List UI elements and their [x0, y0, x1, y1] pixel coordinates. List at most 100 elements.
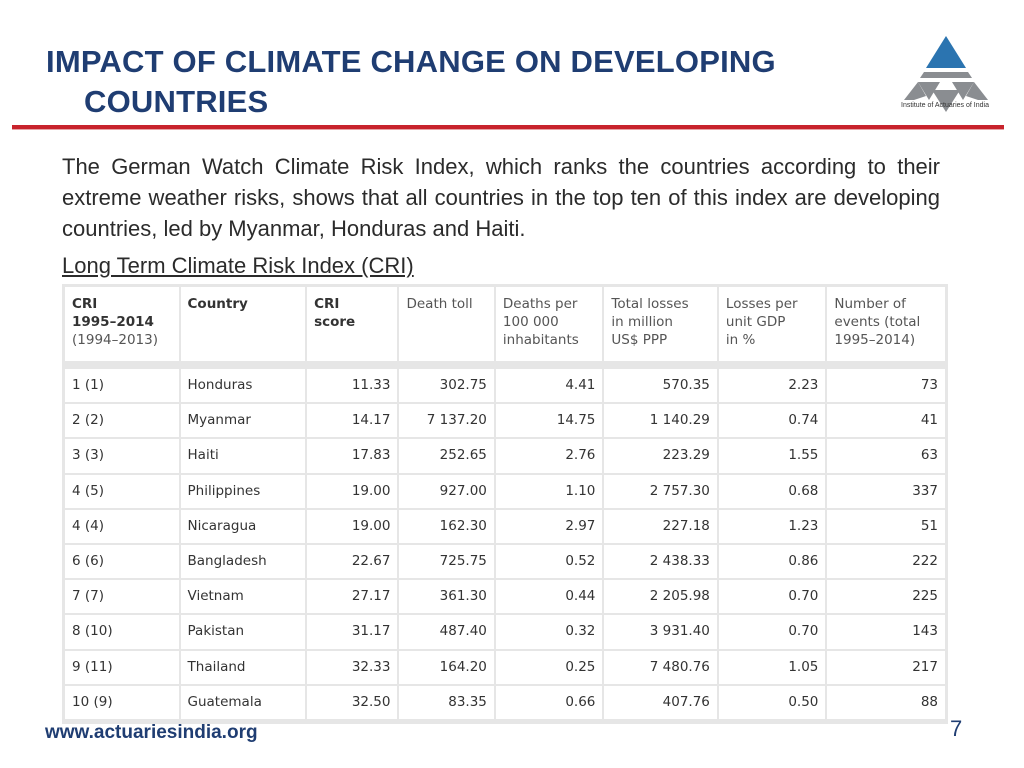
header-cri-rank-line2: 1995–2014 [72, 314, 154, 330]
cell-score: 14.17 [307, 404, 398, 438]
cell-deaths: 361.30 [399, 580, 494, 614]
cell-losses: 227.18 [604, 509, 717, 543]
cell-events: 337 [827, 474, 945, 508]
header-spacer [65, 363, 945, 367]
slide-title-line1: IMPACT OF CLIMATE CHANGE ON DEVELOPING [46, 44, 776, 79]
cell-losses: 2 757.30 [604, 474, 717, 508]
cell-rank: 2 (2) [65, 404, 179, 438]
header-deaths-per-line2: 100 000 [502, 314, 559, 330]
cell-score: 19.00 [307, 474, 398, 508]
cell-losses: 7 480.76 [604, 650, 717, 684]
cell-deaths-per: 2.76 [495, 439, 603, 473]
cell-losses-gdp: 1.05 [718, 650, 826, 684]
cell-events: 41 [827, 404, 945, 438]
slide-title-line2: COUNTRIES [84, 84, 269, 119]
header-cri-rank-line3: (1994–2013) [72, 332, 158, 348]
cell-deaths-per: 0.66 [495, 685, 603, 719]
cell-rank: 1 (1) [65, 369, 179, 403]
header-events-line2: events (total [834, 314, 921, 330]
cell-country: Nicaragua [180, 509, 306, 543]
table-heading: Long Term Climate Risk Index (CRI) [62, 253, 414, 278]
cell-score: 22.67 [307, 544, 398, 579]
cell-losses-gdp: 2.23 [718, 369, 826, 403]
cell-country: Haiti [180, 439, 306, 473]
header-deaths-per-line3: inhabitants [502, 332, 579, 348]
cell-events: 88 [827, 685, 945, 719]
header-losses-gdp-line1: Losses per [725, 296, 798, 312]
cell-events: 143 [827, 615, 945, 649]
cell-losses-gdp: 0.70 [718, 615, 826, 649]
cell-losses-gdp: 1.23 [718, 509, 826, 543]
cell-deaths: 162.30 [399, 509, 494, 543]
table-row: 7 (7) Vietnam 27.17 361.30 0.44 2 205.98… [65, 580, 945, 614]
logo-caption: Institute of Actuaries of India [901, 102, 989, 109]
cri-table-container: CRI 1995–2014 (1994–2013) Country CRI sc… [62, 284, 948, 724]
cell-events: 63 [827, 439, 945, 473]
cell-deaths-per: 14.75 [495, 404, 603, 438]
header-cri-score-line1: CRI [314, 296, 340, 312]
cell-deaths-per: 4.41 [495, 369, 603, 403]
cell-losses: 570.35 [604, 369, 717, 403]
table-row: 3 (3) Haiti 17.83 252.65 2.76 223.29 1.5… [65, 439, 945, 473]
header-deaths-per-line1: Deaths per [502, 296, 578, 312]
cell-score: 31.17 [307, 615, 398, 649]
cell-losses-gdp: 0.68 [718, 474, 826, 508]
footer-website-link[interactable]: www.actuariesindia.org [45, 722, 258, 743]
cell-losses: 3 931.40 [604, 615, 717, 649]
cell-deaths-per: 2.97 [495, 509, 603, 543]
page-number: 7 [950, 716, 963, 741]
header-deaths-per: Deaths per 100 000 inhabitants [495, 287, 603, 361]
cell-deaths: 725.75 [399, 544, 494, 579]
cell-losses: 223.29 [604, 439, 717, 473]
cri-table: CRI 1995–2014 (1994–2013) Country CRI sc… [63, 285, 947, 721]
cell-deaths: 302.75 [399, 369, 494, 403]
cell-rank: 4 (5) [65, 474, 179, 508]
cell-score: 32.33 [307, 650, 398, 684]
cell-deaths-per: 1.10 [495, 474, 603, 508]
header-events: Number of events (total 1995–2014) [827, 287, 945, 361]
cell-deaths: 83.35 [399, 685, 494, 719]
table-row: 8 (10) Pakistan 31.17 487.40 0.32 3 931.… [65, 615, 945, 649]
slide-title: IMPACT OF CLIMATE CHANGE ON DEVELOPING C… [46, 42, 866, 122]
cell-events: 73 [827, 369, 945, 403]
cell-events: 222 [827, 544, 945, 579]
header-cri-rank-line1: CRI [72, 296, 98, 312]
cell-events: 51 [827, 509, 945, 543]
cell-country: Bangladesh [180, 544, 306, 579]
cell-score: 19.00 [307, 509, 398, 543]
cell-score: 32.50 [307, 685, 398, 719]
header-losses-gdp: Losses per unit GDP in % [718, 287, 826, 361]
cell-losses-gdp: 1.55 [718, 439, 826, 473]
cell-deaths: 252.65 [399, 439, 494, 473]
table-row: 6 (6) Bangladesh 22.67 725.75 0.52 2 438… [65, 544, 945, 579]
header-losses-gdp-line3: in % [725, 332, 756, 348]
table-row: 1 (1) Honduras 11.33 302.75 4.41 570.35 … [65, 369, 945, 403]
header-total-losses-line1: Total losses [611, 296, 689, 312]
cell-country: Philippines [180, 474, 306, 508]
header-events-line1: Number of [834, 296, 906, 312]
cell-deaths: 7 137.20 [399, 404, 494, 438]
cell-deaths-per: 0.32 [495, 615, 603, 649]
header-cri-score: CRI score [307, 287, 398, 361]
header-total-losses: Total losses in million US$ PPP [604, 287, 717, 361]
header-events-line3: 1995–2014) [834, 332, 916, 348]
cell-events: 217 [827, 650, 945, 684]
title-divider-shadow [12, 129, 1004, 130]
institute-logo-icon [904, 36, 988, 112]
cell-losses-gdp: 0.70 [718, 580, 826, 614]
table-row: 10 (9) Guatemala 32.50 83.35 0.66 407.76… [65, 685, 945, 719]
cell-losses: 2 205.98 [604, 580, 717, 614]
header-cri-rank: CRI 1995–2014 (1994–2013) [65, 287, 179, 361]
header-spacer-row [65, 363, 945, 367]
title-divider [12, 125, 1004, 129]
cell-rank: 7 (7) [65, 580, 179, 614]
cell-rank: 3 (3) [65, 439, 179, 473]
cell-losses: 2 438.33 [604, 544, 717, 579]
table-header-row: CRI 1995–2014 (1994–2013) Country CRI sc… [65, 287, 945, 361]
table-row: 9 (11) Thailand 32.33 164.20 0.25 7 480.… [65, 650, 945, 684]
cell-rank: 4 (4) [65, 509, 179, 543]
cell-rank: 10 (9) [65, 685, 179, 719]
cell-deaths: 487.40 [399, 615, 494, 649]
table-row: 4 (4) Nicaragua 19.00 162.30 2.97 227.18… [65, 509, 945, 543]
cell-deaths: 927.00 [399, 474, 494, 508]
